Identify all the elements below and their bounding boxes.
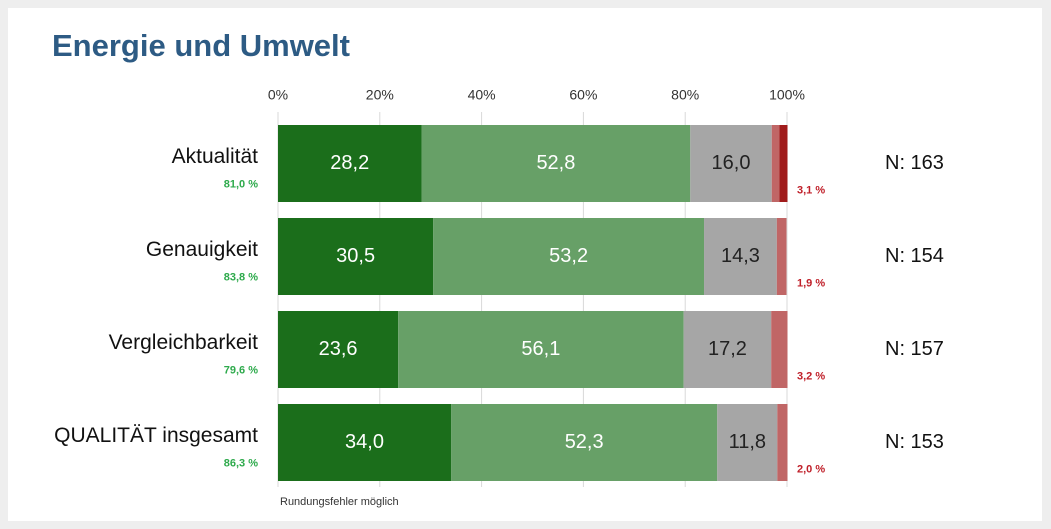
negative-share-label: 1,9 % bbox=[797, 277, 825, 289]
n-label: N: 154 bbox=[885, 245, 944, 267]
bar-segment bbox=[776, 218, 787, 295]
value-label: 16,0 bbox=[712, 152, 751, 174]
x-tick-label: 20% bbox=[366, 87, 394, 103]
bar-segment bbox=[278, 404, 452, 481]
bar-segment bbox=[704, 218, 777, 295]
n-label: N: 163 bbox=[885, 152, 944, 174]
positive-share-label: 81,0 % bbox=[224, 178, 258, 190]
positive-share-label: 79,6 % bbox=[224, 364, 258, 376]
bar-segment bbox=[433, 218, 705, 295]
x-tick-label: 60% bbox=[569, 87, 597, 103]
bar-segment bbox=[777, 404, 788, 481]
category-label: QUALITÄT insgesamt bbox=[54, 424, 258, 447]
value-label: 23,6 bbox=[319, 338, 358, 360]
bar-segment bbox=[278, 218, 434, 295]
value-label: 30,5 bbox=[336, 245, 375, 267]
bar-segment bbox=[421, 125, 691, 202]
chart-title: Energie und Umwelt bbox=[52, 28, 350, 63]
negative-share-label: 3,1 % bbox=[797, 184, 825, 196]
positive-share-label: 83,8 % bbox=[224, 271, 258, 283]
x-tick-label: 0% bbox=[268, 87, 288, 103]
value-label: 11,8 bbox=[729, 431, 766, 453]
bar-segment bbox=[398, 311, 684, 388]
category-label: Aktualität bbox=[172, 145, 259, 168]
bar-segment bbox=[771, 125, 780, 202]
x-tick-label: 80% bbox=[671, 87, 699, 103]
x-tick-label: 100% bbox=[769, 87, 805, 103]
n-label: N: 157 bbox=[885, 338, 944, 360]
positive-share-label: 86,3 % bbox=[224, 457, 258, 469]
x-tick-label: 40% bbox=[468, 87, 496, 103]
note: Rundungsfehler möglich bbox=[280, 496, 399, 508]
value-label: 52,3 bbox=[565, 431, 604, 453]
value-label: 56,1 bbox=[521, 338, 560, 360]
negative-share-label: 3,2 % bbox=[797, 370, 825, 382]
bar-segment bbox=[278, 311, 399, 388]
bar-segment bbox=[690, 125, 772, 202]
value-label: 53,2 bbox=[549, 245, 588, 267]
bar-segment bbox=[278, 125, 422, 202]
negative-share-label: 2,0 % bbox=[797, 463, 825, 475]
bar-segment bbox=[779, 125, 788, 202]
category-label: Vergleichbarkeit bbox=[109, 331, 259, 354]
value-label: 17,2 bbox=[708, 338, 747, 360]
n-label: N: 153 bbox=[885, 431, 944, 453]
category-label: Genauigkeit bbox=[146, 238, 258, 261]
value-label: 34,0 bbox=[345, 431, 384, 453]
bar-segment bbox=[771, 311, 788, 388]
value-label: 28,2 bbox=[330, 152, 369, 174]
bar-segment bbox=[717, 404, 778, 481]
value-label: 14,3 bbox=[721, 245, 760, 267]
bar-segment bbox=[683, 311, 772, 388]
value-label: 52,8 bbox=[536, 152, 575, 174]
bar-segment bbox=[451, 404, 718, 481]
